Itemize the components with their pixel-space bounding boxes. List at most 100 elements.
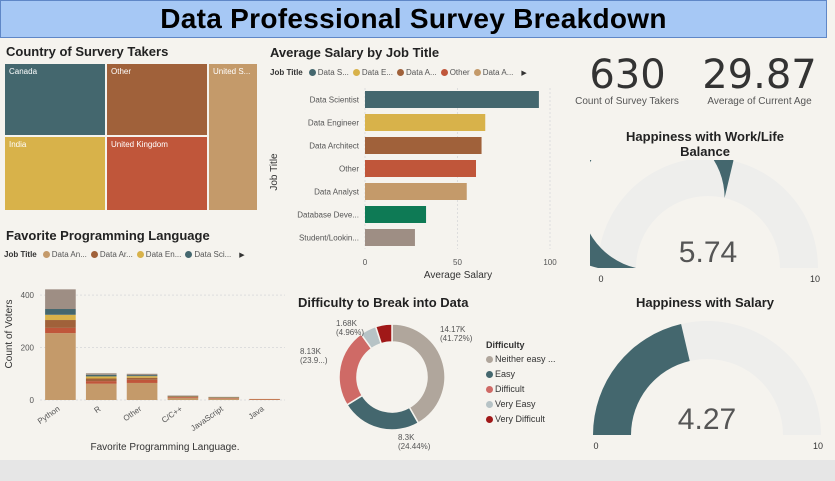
salary-legend-item[interactable]: Data A... xyxy=(397,68,437,77)
treemap-cell-canada[interactable]: Canada xyxy=(4,63,106,136)
treemap-cell-united-states[interactable]: United S... xyxy=(208,63,258,211)
gauge-track xyxy=(598,160,818,268)
language-bar-segment xyxy=(126,382,158,400)
language-y-tick: 400 xyxy=(21,291,35,300)
language-bar-segment xyxy=(126,379,158,383)
gauge-value: 4.27 xyxy=(678,403,736,436)
language-category-label: C/C++ xyxy=(160,404,184,425)
language-bar-segment xyxy=(45,320,76,328)
language-bar-segment xyxy=(45,333,76,400)
salary-legend-item[interactable]: Data S... xyxy=(308,68,349,77)
language-bar-segment xyxy=(126,376,158,378)
language-chart-title: Favorite Programming Language xyxy=(6,228,210,243)
legend-item-label: Data A... xyxy=(406,68,437,77)
legend-item-label: Data Ar... xyxy=(99,250,133,259)
language-y-tick: 200 xyxy=(21,344,35,353)
gauge-work-life: 5.74 0 10 xyxy=(590,160,820,284)
language-category-label: JavaScript xyxy=(189,404,225,433)
legend-swatch xyxy=(136,251,144,259)
language-bar-segment xyxy=(208,397,240,398)
donut-percent-label: (41.72%) xyxy=(440,334,473,343)
salary-legend-item[interactable]: Other xyxy=(440,68,470,77)
salary-x-tick: 50 xyxy=(453,258,462,267)
difficulty-legend-item[interactable]: Very Difficult xyxy=(486,414,556,424)
gauge-max-label: 10 xyxy=(810,274,820,284)
language-bar-segment xyxy=(85,376,117,379)
salary-bar xyxy=(365,91,539,108)
language-bar-segment xyxy=(167,396,199,397)
legend-swatch xyxy=(486,386,493,394)
treemap-cell-label: India xyxy=(9,140,27,149)
legend-item-label: Data E... xyxy=(361,68,393,77)
language-bar-segment xyxy=(249,398,280,400)
legend-swatch xyxy=(185,251,193,259)
legend-swatch xyxy=(352,69,360,77)
treemap-cell-united-kingdom[interactable]: United Kingdom xyxy=(106,136,208,211)
language-x-axis-title: Favorite Programming Language. xyxy=(91,442,240,453)
legend-swatch xyxy=(308,69,316,77)
language-category-label: Java xyxy=(247,404,266,421)
treemap-cell-label: United Kingdom xyxy=(111,140,168,149)
language-bar-segment xyxy=(85,373,117,375)
salary-x-tick: 0 xyxy=(363,258,368,267)
donut-value-label: 14.17K xyxy=(440,325,466,334)
donut-slice xyxy=(338,332,373,406)
salary-category-label: Other xyxy=(339,165,359,174)
salary-category-label: Student/Lookin... xyxy=(299,234,359,243)
salary-legend-label: Job Title xyxy=(270,68,303,77)
kpi-count-value: 630 xyxy=(589,52,666,98)
country-treemap[interactable]: Canada Other United S... India United Ki… xyxy=(4,63,258,211)
salary-category-label: Data Architect xyxy=(309,142,360,151)
difficulty-legend-item[interactable]: Easy xyxy=(486,369,556,379)
legend-swatch xyxy=(473,69,481,77)
language-bar-segment xyxy=(45,309,76,315)
page-title: Data Professional Survey Breakdown xyxy=(160,3,667,34)
gauge-salary: 4.27 0 10 xyxy=(593,321,823,451)
language-legend-item[interactable]: Data Ar... xyxy=(90,250,133,259)
legend-swatch xyxy=(42,251,50,259)
salary-bar xyxy=(365,114,486,131)
difficulty-legend-item[interactable]: Difficult xyxy=(486,384,556,394)
salary-bar xyxy=(365,229,415,246)
gauge-value: 5.74 xyxy=(679,236,737,269)
salary-bar xyxy=(365,160,476,177)
difficulty-chart-title: Difficulty to Break into Data xyxy=(298,295,469,310)
language-legend-item[interactable]: Data Sci... xyxy=(185,250,231,259)
language-bar-segment xyxy=(167,397,199,398)
language-bar-segment xyxy=(167,396,199,398)
language-bar-segment xyxy=(126,375,158,377)
language-bar-segment xyxy=(85,378,117,382)
treemap-cell-label: Other xyxy=(111,67,132,76)
gauge-min-label: 0 xyxy=(593,441,598,451)
legend-item-label: Data A... xyxy=(482,68,514,77)
salary-bar xyxy=(365,206,427,223)
language-bar-segment xyxy=(45,314,76,321)
gauge-max-label: 10 xyxy=(813,441,823,451)
donut-value-label: 8.3K xyxy=(398,433,415,442)
language-legend-item[interactable]: Data En... xyxy=(136,250,181,259)
treemap-cell-india[interactable]: India xyxy=(4,136,106,211)
difficulty-legend-item[interactable]: Very Easy xyxy=(486,399,556,409)
legend-item-label: Other xyxy=(449,68,470,77)
legend-next-arrow-icon[interactable]: ▶ xyxy=(521,69,527,77)
language-stacked-bar-chart: 0 200 400 Python R Other C/C++ JavaScript Java Fa… xyxy=(4,289,285,453)
gauge-fill xyxy=(590,160,734,268)
legend-next-arrow-icon[interactable]: ▶ xyxy=(239,251,245,259)
legend-swatch xyxy=(397,69,404,77)
salary-bar xyxy=(365,183,467,200)
language-legend-item[interactable]: Data An... xyxy=(42,250,87,259)
donut-percent-label: (4.96%) xyxy=(336,328,364,337)
donut-percent-label: (23.9...) xyxy=(300,356,328,365)
salary-legend-item[interactable]: Data A... xyxy=(473,68,514,77)
difficulty-legend-item[interactable]: Neither easy ... xyxy=(486,354,556,364)
salary-legend: Job Title Data S... Data E... Data A... Oth… xyxy=(270,68,527,77)
kpi-count-label: Count of Survey Takers xyxy=(575,96,679,107)
legend-item-label: Very Easy xyxy=(495,399,536,409)
legend-item-label: Data An... xyxy=(51,250,87,259)
difficulty-legend: Difficulty Neither easy ... Easy Difficult… xyxy=(486,340,556,429)
treemap-cell-other[interactable]: Other xyxy=(106,63,208,136)
gauge-fill xyxy=(593,323,690,435)
legend-swatch xyxy=(486,416,493,424)
gauge-salary-title: Happiness with Salary xyxy=(636,295,774,310)
salary-legend-item[interactable]: Data E... xyxy=(352,68,393,77)
